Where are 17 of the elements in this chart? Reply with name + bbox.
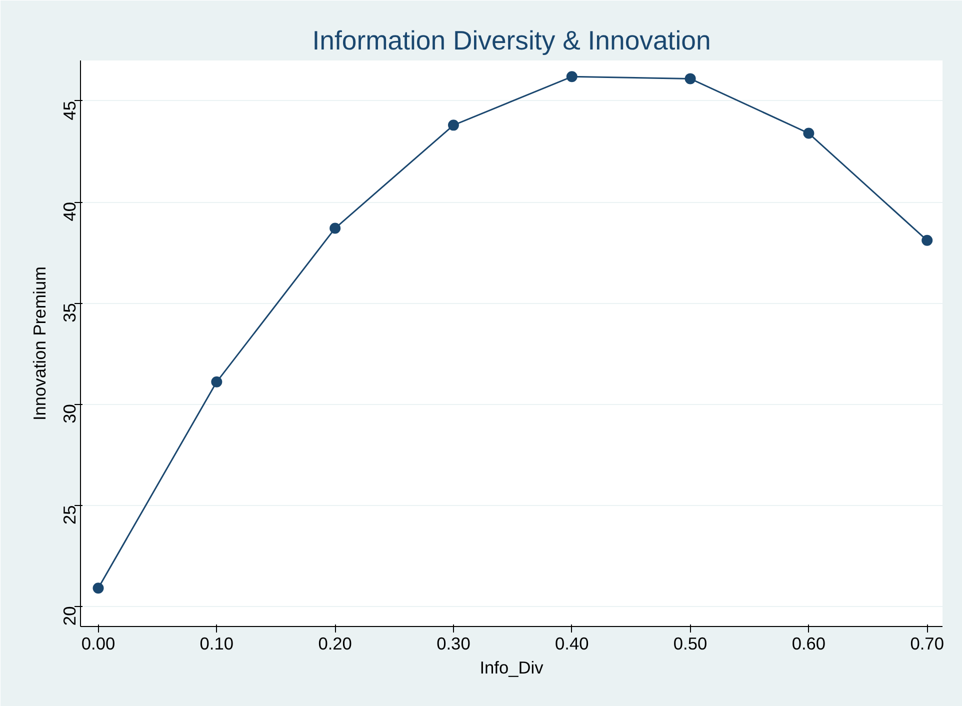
x-tick-label: 0.70 xyxy=(910,634,944,654)
y-tick-label: 25 xyxy=(60,505,80,524)
chart-title: Information Diversity & Innovation xyxy=(312,26,711,56)
y-tick-label: 45 xyxy=(60,100,80,120)
x-tick-label: 0.20 xyxy=(318,634,352,654)
x-axis-title: Info_Div xyxy=(480,658,544,678)
x-tick-label: 0.60 xyxy=(792,634,826,654)
y-tick-label: 40 xyxy=(60,202,80,222)
y-axis-title: Innovation Premium xyxy=(30,266,50,421)
y-tick-label: 20 xyxy=(60,606,80,626)
y-tick-label: 30 xyxy=(60,404,80,424)
x-tick-label: 0.10 xyxy=(200,634,234,654)
y-tick-label: 35 xyxy=(60,303,80,322)
x-tick-label: 0.50 xyxy=(673,634,708,654)
x-tick-label: 0.40 xyxy=(555,634,589,654)
x-tick-label: 0.00 xyxy=(81,634,116,654)
x-tick-label: 0.30 xyxy=(436,634,470,654)
